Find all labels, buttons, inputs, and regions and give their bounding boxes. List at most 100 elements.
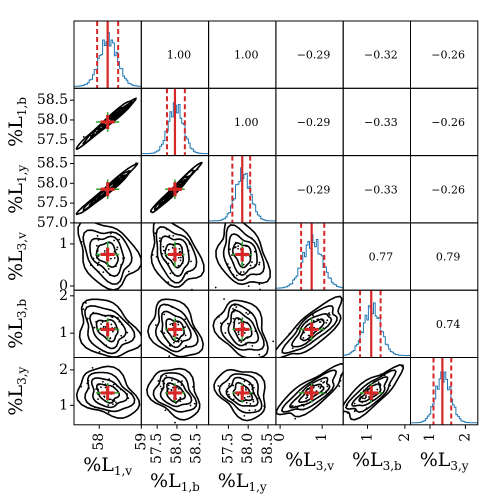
y-tick-label-1: 58.5 xyxy=(37,92,68,108)
sample-point xyxy=(161,252,164,255)
sample-point xyxy=(177,323,180,326)
sample-point xyxy=(120,323,123,326)
sample-point xyxy=(223,298,225,300)
sample-point xyxy=(177,340,180,343)
sample-point xyxy=(96,248,99,251)
sample-point xyxy=(94,406,96,409)
sample-point xyxy=(84,302,87,304)
sample-point xyxy=(107,268,110,270)
sample-point xyxy=(187,249,190,252)
sample-point xyxy=(237,333,240,336)
sample-point xyxy=(244,398,247,401)
x-axis-label-1: %L1,b xyxy=(150,470,200,494)
panel-5-1: 57.5 58.0 58.5 xyxy=(140,357,210,464)
contour-5-2-3 xyxy=(213,368,266,422)
panel-5-0: 58 59 1 2 xyxy=(59,357,149,451)
sample-point xyxy=(80,240,83,243)
sample-point xyxy=(96,264,99,267)
sample-point xyxy=(161,380,164,382)
sample-point xyxy=(120,264,122,266)
sample-point xyxy=(196,168,199,171)
sample-point xyxy=(243,397,246,399)
sample-point xyxy=(101,125,104,128)
contour-4-0-2 xyxy=(84,304,136,355)
sample-point xyxy=(258,353,261,356)
sample-point xyxy=(80,385,83,388)
sample-point xyxy=(389,384,392,387)
truth-marker-5-4 xyxy=(364,385,379,400)
sample-point xyxy=(244,342,247,345)
sample-point xyxy=(167,193,170,196)
sample-point xyxy=(127,270,130,273)
sample-point xyxy=(104,383,107,386)
sample-point xyxy=(228,393,230,396)
sample-point xyxy=(151,254,154,256)
contour-4-1-3 xyxy=(147,298,205,358)
sample-point xyxy=(171,322,174,325)
sample-point xyxy=(249,402,252,405)
sample-point xyxy=(130,392,133,395)
sample-point xyxy=(102,271,105,274)
sample-point xyxy=(192,166,195,169)
sample-point xyxy=(364,396,367,399)
sample-point xyxy=(112,385,114,388)
sample-point xyxy=(191,173,194,176)
sample-point xyxy=(177,321,180,324)
panel-0-0 xyxy=(73,20,142,89)
sample-point xyxy=(246,321,249,324)
sample-point xyxy=(110,398,112,401)
sample-point xyxy=(93,326,96,329)
sample-point xyxy=(167,387,170,390)
contour-4-3-2 xyxy=(281,305,338,355)
sample-point xyxy=(251,237,253,240)
sample-point xyxy=(176,186,179,188)
contour-4-0-0 xyxy=(95,318,119,343)
sample-point xyxy=(172,234,175,237)
sample-point xyxy=(237,318,240,321)
panel-content xyxy=(146,367,201,424)
sample-point xyxy=(244,343,247,346)
x-tick-label-2: 57.5 xyxy=(220,433,236,464)
histogram-3 xyxy=(275,234,344,289)
correlation-value-0-2: 1.00 xyxy=(234,49,259,62)
panel-content xyxy=(214,217,271,291)
sample-point xyxy=(247,285,250,287)
sample-point xyxy=(162,386,165,389)
contour-3-2-0 xyxy=(231,242,252,269)
sample-point xyxy=(113,116,116,118)
sample-point xyxy=(167,281,170,284)
sample-point xyxy=(123,257,126,259)
sample-point xyxy=(92,311,95,314)
sample-point xyxy=(244,217,246,219)
sample-point xyxy=(168,355,171,358)
contour-3-2-3 xyxy=(215,222,271,286)
sample-point xyxy=(119,388,122,391)
sample-point xyxy=(234,246,237,248)
panel-4-4 xyxy=(342,289,412,359)
sample-point xyxy=(234,304,236,307)
contour-4-1-2 xyxy=(154,303,199,353)
sample-point xyxy=(361,401,364,404)
sample-point xyxy=(248,395,251,398)
sample-point xyxy=(308,359,310,361)
sample-point xyxy=(177,256,180,259)
sample-point xyxy=(113,400,116,402)
sample-point xyxy=(178,251,181,254)
sample-point xyxy=(181,246,183,249)
sample-point xyxy=(180,384,183,386)
sample-point xyxy=(246,275,248,277)
sample-point xyxy=(117,177,120,179)
sample-point xyxy=(159,385,162,388)
sample-point xyxy=(113,257,116,259)
sample-point xyxy=(110,323,113,326)
sample-point xyxy=(224,332,227,334)
sample-point xyxy=(252,398,255,401)
sample-point xyxy=(185,344,187,347)
sample-point xyxy=(114,265,117,268)
contour-4-3-3 xyxy=(275,295,343,358)
sample-point xyxy=(256,397,259,400)
histogram-4 xyxy=(343,302,411,356)
panel-content xyxy=(275,362,344,420)
correlation-value-0-4: −0.32 xyxy=(364,49,398,62)
